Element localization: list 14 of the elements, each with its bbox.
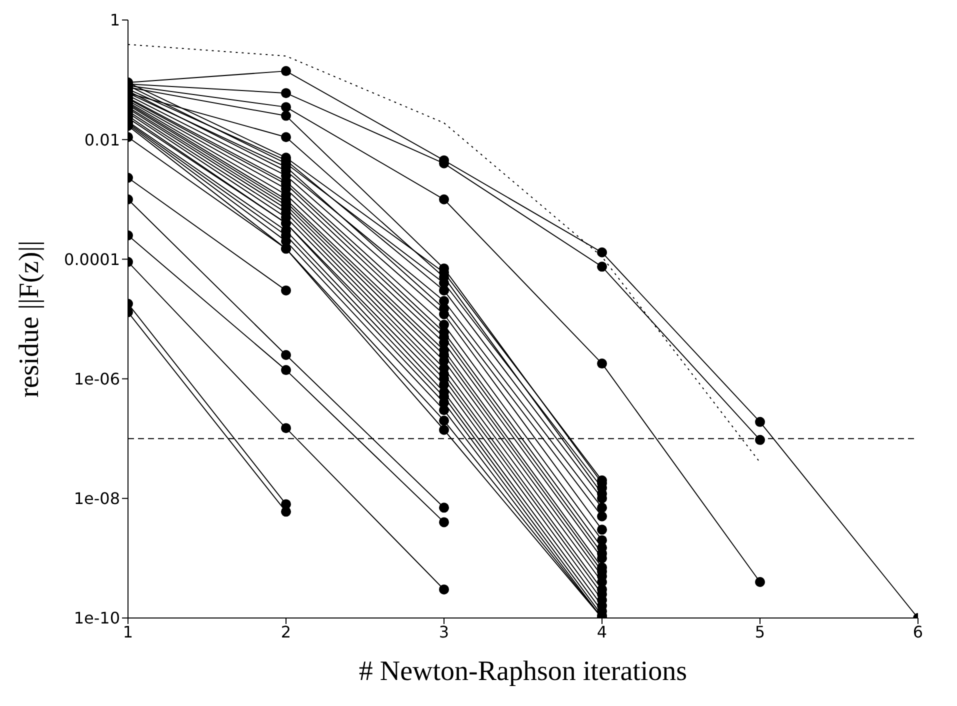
y-tick-label: 1e-10 <box>74 608 120 628</box>
y-tick-label: 1e-08 <box>74 489 120 508</box>
x-tick-label: 4 <box>596 622 608 642</box>
x-tick-label: 6 <box>912 622 924 642</box>
x-tick-label: 3 <box>438 622 450 642</box>
x-tick-label: 2 <box>280 622 292 642</box>
y-tick-label: 1 <box>110 10 120 30</box>
y-tick-label: 1e-06 <box>74 369 120 388</box>
x-axis-title: # Newton-Raphson iterations <box>358 656 688 687</box>
x-tick-label: 1 <box>122 622 134 642</box>
y-tick-label: 0.0001 <box>64 250 120 269</box>
y-tick-label: 0.01 <box>84 130 120 150</box>
x-tick-label: 5 <box>754 622 766 642</box>
y-axis-title: residue ||F(z)|| <box>14 240 45 398</box>
